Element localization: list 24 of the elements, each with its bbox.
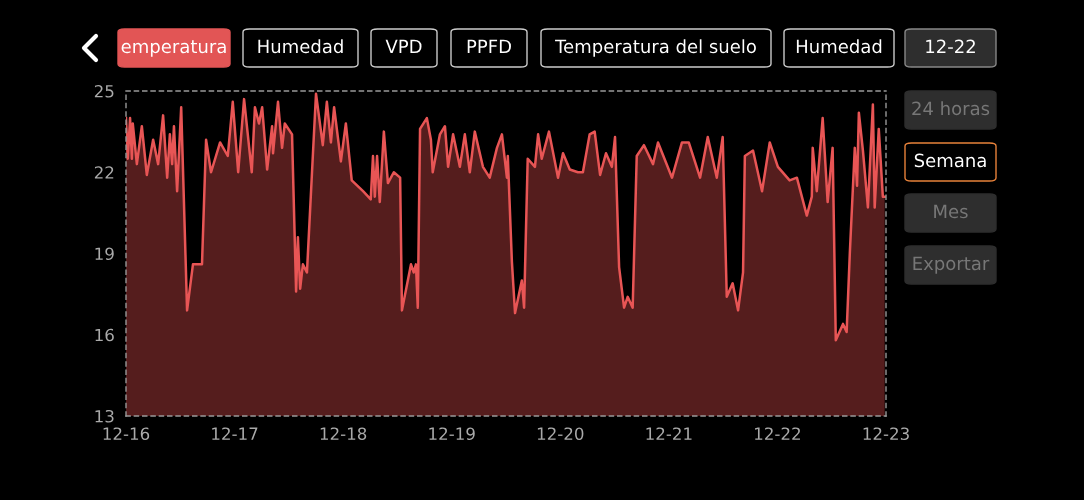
- x-tick-label: 12-18: [320, 427, 367, 441]
- x-tick-label: 12-17: [212, 427, 258, 440]
- text: 12-22: [926, 39, 975, 53]
- text: emperatura: [121, 40, 226, 57]
- text: Humedad: [796, 39, 882, 54]
- x-tick-label: 12-20: [537, 427, 584, 441]
- text: Humedad: [258, 39, 343, 54]
- text: PPFD: [467, 39, 511, 53]
- x-tick-label: 12-22: [755, 427, 800, 440]
- text: Mes: [934, 204, 968, 219]
- text: Exportar: [913, 256, 990, 274]
- y-tick-label: 13: [95, 409, 114, 423]
- y-tick-label: 19: [95, 247, 114, 261]
- text: VPD: [385, 39, 422, 53]
- y-tick-label: 25: [94, 84, 114, 98]
- text: 24 horas: [912, 101, 990, 116]
- text: Semana: [914, 153, 986, 168]
- x-tick-label: 12-16: [103, 427, 150, 441]
- x-tick-label: 12-23: [863, 427, 909, 441]
- y-tick-label: 22: [94, 166, 114, 179]
- text: Temperatura del suelo: [555, 39, 756, 57]
- x-tick-label: 12-21: [646, 427, 692, 440]
- x-tick-label: 12-19: [429, 427, 475, 441]
- y-tick-label: 16: [95, 328, 114, 342]
